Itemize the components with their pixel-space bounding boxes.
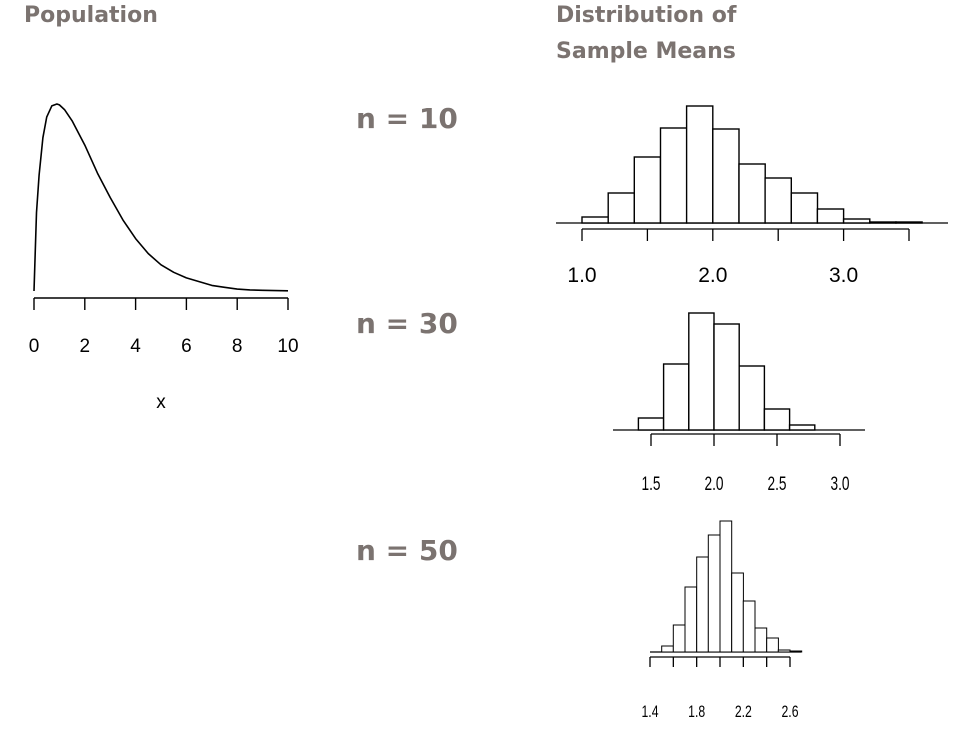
- x-tick-label: 1.5: [641, 473, 660, 495]
- histogram-bar: [662, 363, 690, 431]
- density-curve: [33, 103, 289, 292]
- x-tick-label: 1.8: [688, 703, 705, 721]
- sample-size-label-n10: n = 10: [356, 102, 458, 135]
- histogram-bar: [738, 163, 766, 224]
- histogram-bar: [684, 586, 698, 653]
- histogram-bar: [581, 216, 609, 224]
- histogram-bar: [738, 365, 766, 431]
- x-tick-label: 4: [130, 336, 141, 357]
- x-tick-label: 10: [277, 336, 298, 357]
- histogram-n50: 1.4 1.8 2.2 2.6: [641, 520, 803, 722]
- x-tick-label: 3.0: [829, 264, 858, 287]
- histogram-bar: [754, 627, 768, 653]
- histogram-bar: [696, 556, 709, 653]
- histogram-bar: [712, 128, 740, 224]
- x-tick-label: 1.4: [641, 703, 658, 721]
- x-tick-label: 2.0: [698, 264, 727, 287]
- histogram-bar: [742, 600, 756, 653]
- histogram-bar: [707, 534, 721, 653]
- population-density-chart: 0 2 4 6 8 10 x: [29, 103, 299, 413]
- histogram-bar: [685, 105, 714, 224]
- x-tick-label: 1.0: [567, 264, 596, 287]
- x-tick-label: 2.0: [704, 473, 723, 495]
- x-tick-label: 2.5: [767, 473, 786, 495]
- histogram-bar: [713, 323, 740, 431]
- x-tick-label: 2: [80, 336, 91, 357]
- x-tick-label: 8: [232, 336, 243, 357]
- sample-means-heading-line2: Sample Means: [556, 39, 736, 64]
- histogram-bar: [842, 218, 871, 224]
- sample-means-heading-line1: Distribution of: [556, 3, 737, 28]
- x-tick-label: 6: [181, 336, 192, 357]
- histogram-bar: [869, 221, 897, 224]
- histogram-n10: 1.0 2.0 3.0: [556, 105, 948, 287]
- histogram-bar: [659, 127, 688, 224]
- histogram-bar: [672, 624, 686, 653]
- x-tick-label: 0: [29, 336, 40, 357]
- x-tick-label: 3.0: [830, 473, 849, 495]
- x-axis-label: x: [156, 392, 166, 413]
- histogram-bar: [766, 637, 779, 653]
- histogram-bar: [637, 417, 665, 431]
- histogram-bar: [688, 312, 715, 431]
- population-heading: Population: [24, 3, 158, 28]
- histogram-bar: [719, 520, 733, 653]
- histogram-n30: 1.5 2.0 2.5 3.0: [613, 312, 865, 495]
- sample-size-label-n50: n = 50: [356, 534, 458, 567]
- histogram-bar: [777, 649, 791, 653]
- histogram-bar: [661, 645, 674, 653]
- histogram-bar: [607, 192, 636, 224]
- histogram-bar: [788, 424, 816, 431]
- histogram-bar: [816, 208, 845, 224]
- histogram-bar: [763, 408, 791, 431]
- sample-size-label-n30: n = 30: [356, 307, 458, 340]
- histogram-bar: [895, 221, 923, 224]
- histogram-bar: [789, 650, 803, 653]
- x-tick-label: 2.6: [781, 703, 798, 721]
- x-tick-label: 2.2: [735, 703, 752, 721]
- histogram-bar: [790, 192, 819, 224]
- histogram-bar: [633, 156, 662, 224]
- histogram-bar: [764, 177, 792, 224]
- histogram-bar: [731, 572, 744, 653]
